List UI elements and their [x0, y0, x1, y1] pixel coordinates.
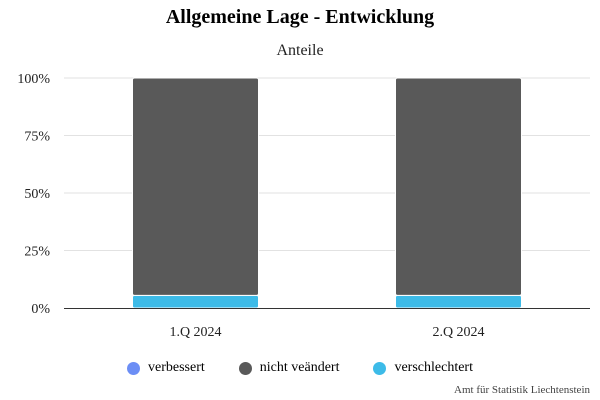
- bar-segment: [395, 77, 522, 296]
- chart-subtitle: Anteile: [276, 42, 324, 59]
- y-tick-label: 50%: [24, 187, 50, 202]
- legend-swatch-nicht-veaendert: [238, 361, 252, 375]
- legend-label-verschlechtert: verschlechtert: [394, 360, 473, 375]
- legend-item-nicht-veaendert[interactable]: nicht veändert: [238, 360, 340, 376]
- y-tick-label: 100%: [17, 72, 50, 87]
- source-credit: Amt für Statistik Liechtenstein: [454, 384, 590, 396]
- x-tick-label: 1.Q 2024: [169, 325, 221, 340]
- bar-segment: [132, 77, 259, 296]
- y-tick-label: 25%: [24, 245, 50, 260]
- legend-label-nicht-veaendert: nicht veändert: [259, 360, 340, 375]
- y-tick-label: 75%: [24, 130, 50, 145]
- y-tick-label: 0%: [31, 302, 50, 317]
- x-tick-label: 2.Q 2024: [432, 325, 484, 340]
- legend-item-verschlechtert[interactable]: verschlechtert: [373, 360, 473, 376]
- legend-item-verbessert[interactable]: verbessert: [127, 360, 205, 376]
- legend-swatch-verschlechtert: [373, 361, 387, 375]
- bar-segment: [132, 294, 259, 309]
- bar-segment: [395, 294, 522, 309]
- legend-swatch-verbessert: [127, 361, 141, 375]
- legend-label-verbessert: verbessert: [148, 360, 205, 375]
- chart-title: Allgemeine Lage - Entwicklung: [165, 6, 435, 28]
- legend: verbessert nicht veändert verschlechtert: [0, 360, 600, 376]
- stacked-bar-chart: 0% 25% 50% 75% 100% 1.Q 2024 2.Q 2024: [17, 72, 590, 340]
